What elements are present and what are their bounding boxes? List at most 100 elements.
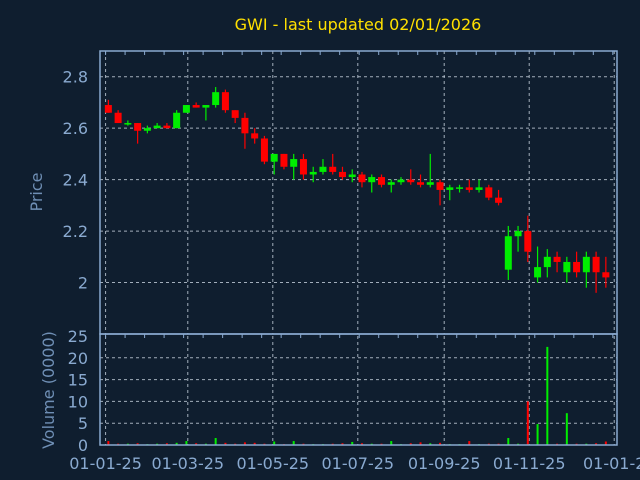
- y-tick-label: 2: [78, 274, 88, 293]
- candle-body: [377, 177, 385, 185]
- volume-bar: [595, 443, 598, 445]
- volume-panel-frame: [99, 333, 618, 446]
- volume-bar: [360, 443, 363, 445]
- volume-bar: [351, 441, 354, 445]
- candle-body: [309, 171, 317, 175]
- candle-body: [280, 153, 288, 167]
- candle-body: [182, 105, 190, 113]
- candle-body: [465, 187, 473, 190]
- candle-body: [582, 256, 590, 273]
- volume-bar: [604, 441, 607, 445]
- axis-ticks: 01-01-25 01-03-25 01-05-25 01-07-25 01-09-25…: [63, 51, 640, 473]
- candle-body: [534, 267, 542, 278]
- candle-body: [348, 174, 356, 178]
- x-tick-label: 01-11-25: [493, 454, 566, 473]
- candle-body: [173, 112, 181, 129]
- volume-axis-label: Volume (0000): [39, 331, 58, 449]
- volume-tick-label: 25: [68, 327, 88, 346]
- volume-bar: [175, 442, 178, 445]
- candle-body: [192, 105, 200, 108]
- candle-body: [475, 187, 483, 190]
- candle-body: [446, 187, 454, 190]
- candle-body: [543, 256, 551, 268]
- volume-bar: [341, 443, 344, 445]
- volume-bar: [292, 441, 295, 445]
- price-panel-frame: [99, 50, 618, 335]
- y-tick-label: 2.4: [63, 171, 88, 190]
- candle-body: [436, 182, 444, 190]
- candle-body: [134, 123, 142, 131]
- candle-body: [241, 117, 249, 134]
- candle-body: [338, 171, 346, 178]
- volume-bar: [546, 346, 549, 445]
- volume-bar: [429, 443, 432, 445]
- volume-bar: [273, 441, 276, 445]
- volume-bar: [107, 441, 110, 445]
- volume-bar: [253, 442, 256, 445]
- candle-body: [563, 261, 571, 273]
- volume-bar: [536, 424, 539, 445]
- candle-body: [260, 138, 268, 162]
- candle-body: [124, 123, 132, 125]
- volume-bar: [185, 441, 188, 445]
- candle-body: [553, 256, 561, 262]
- volume-bar: [214, 438, 217, 445]
- x-tick-label: 01-01-2: [583, 454, 640, 473]
- candle-body: [407, 179, 415, 183]
- candle-body: [524, 231, 532, 252]
- volume-bar: [136, 443, 139, 445]
- candle-body: [251, 133, 259, 139]
- candle-body: [426, 182, 434, 185]
- candle-body: [358, 174, 366, 183]
- x-tick-label: 01-09-25: [408, 454, 481, 473]
- candle-body: [329, 166, 337, 172]
- candle-body: [143, 128, 151, 131]
- volume-tick-label: 20: [68, 349, 88, 368]
- volume-bar: [419, 442, 422, 445]
- volume-bar: [224, 442, 227, 445]
- candle-body: [299, 159, 307, 175]
- candle-body: [212, 92, 220, 106]
- volume-bar: [526, 401, 529, 445]
- volume-bar: [409, 443, 412, 445]
- candle-body: [495, 197, 503, 203]
- candle-body: [417, 182, 425, 185]
- candle-body: [231, 110, 239, 118]
- candle-body: [387, 182, 395, 185]
- x-tick-label: 01-05-25: [236, 454, 309, 473]
- candle-body: [114, 112, 122, 124]
- candle-body: [319, 166, 327, 172]
- grid: [100, 51, 617, 445]
- candle-body: [514, 231, 522, 237]
- volume-bar: [195, 443, 198, 445]
- volume-tick-label: 15: [68, 371, 88, 390]
- candle-body: [397, 179, 405, 183]
- volume-bars: [107, 346, 607, 445]
- x-tick-label: 01-03-25: [151, 454, 224, 473]
- candle-body: [573, 261, 581, 273]
- candles: [104, 87, 610, 293]
- chart-title: GWI - last updated 02/01/2026: [235, 15, 482, 34]
- volume-tick-label: 10: [68, 392, 88, 411]
- volume-bar: [165, 443, 168, 445]
- volume-tick-label: 0: [78, 436, 88, 455]
- candle-body: [104, 105, 112, 113]
- volume-bar: [507, 438, 510, 445]
- candle-body: [368, 177, 376, 183]
- volume-bar: [390, 441, 393, 445]
- candle-body: [202, 105, 210, 108]
- volume-tick-label: 5: [78, 414, 88, 433]
- y-tick-label: 2.8: [63, 68, 88, 87]
- candle-body: [592, 256, 600, 273]
- candle-body: [290, 159, 298, 167]
- candle-body: [485, 187, 493, 198]
- x-tick-label: 01-07-25: [321, 454, 394, 473]
- volume-bar: [243, 442, 246, 445]
- candle-body: [153, 125, 161, 129]
- volume-bar: [565, 413, 568, 445]
- y-tick-label: 2.2: [63, 222, 88, 241]
- x-tick-label: 01-01-25: [69, 454, 142, 473]
- volume-bar: [439, 442, 442, 445]
- candle-body: [602, 272, 610, 278]
